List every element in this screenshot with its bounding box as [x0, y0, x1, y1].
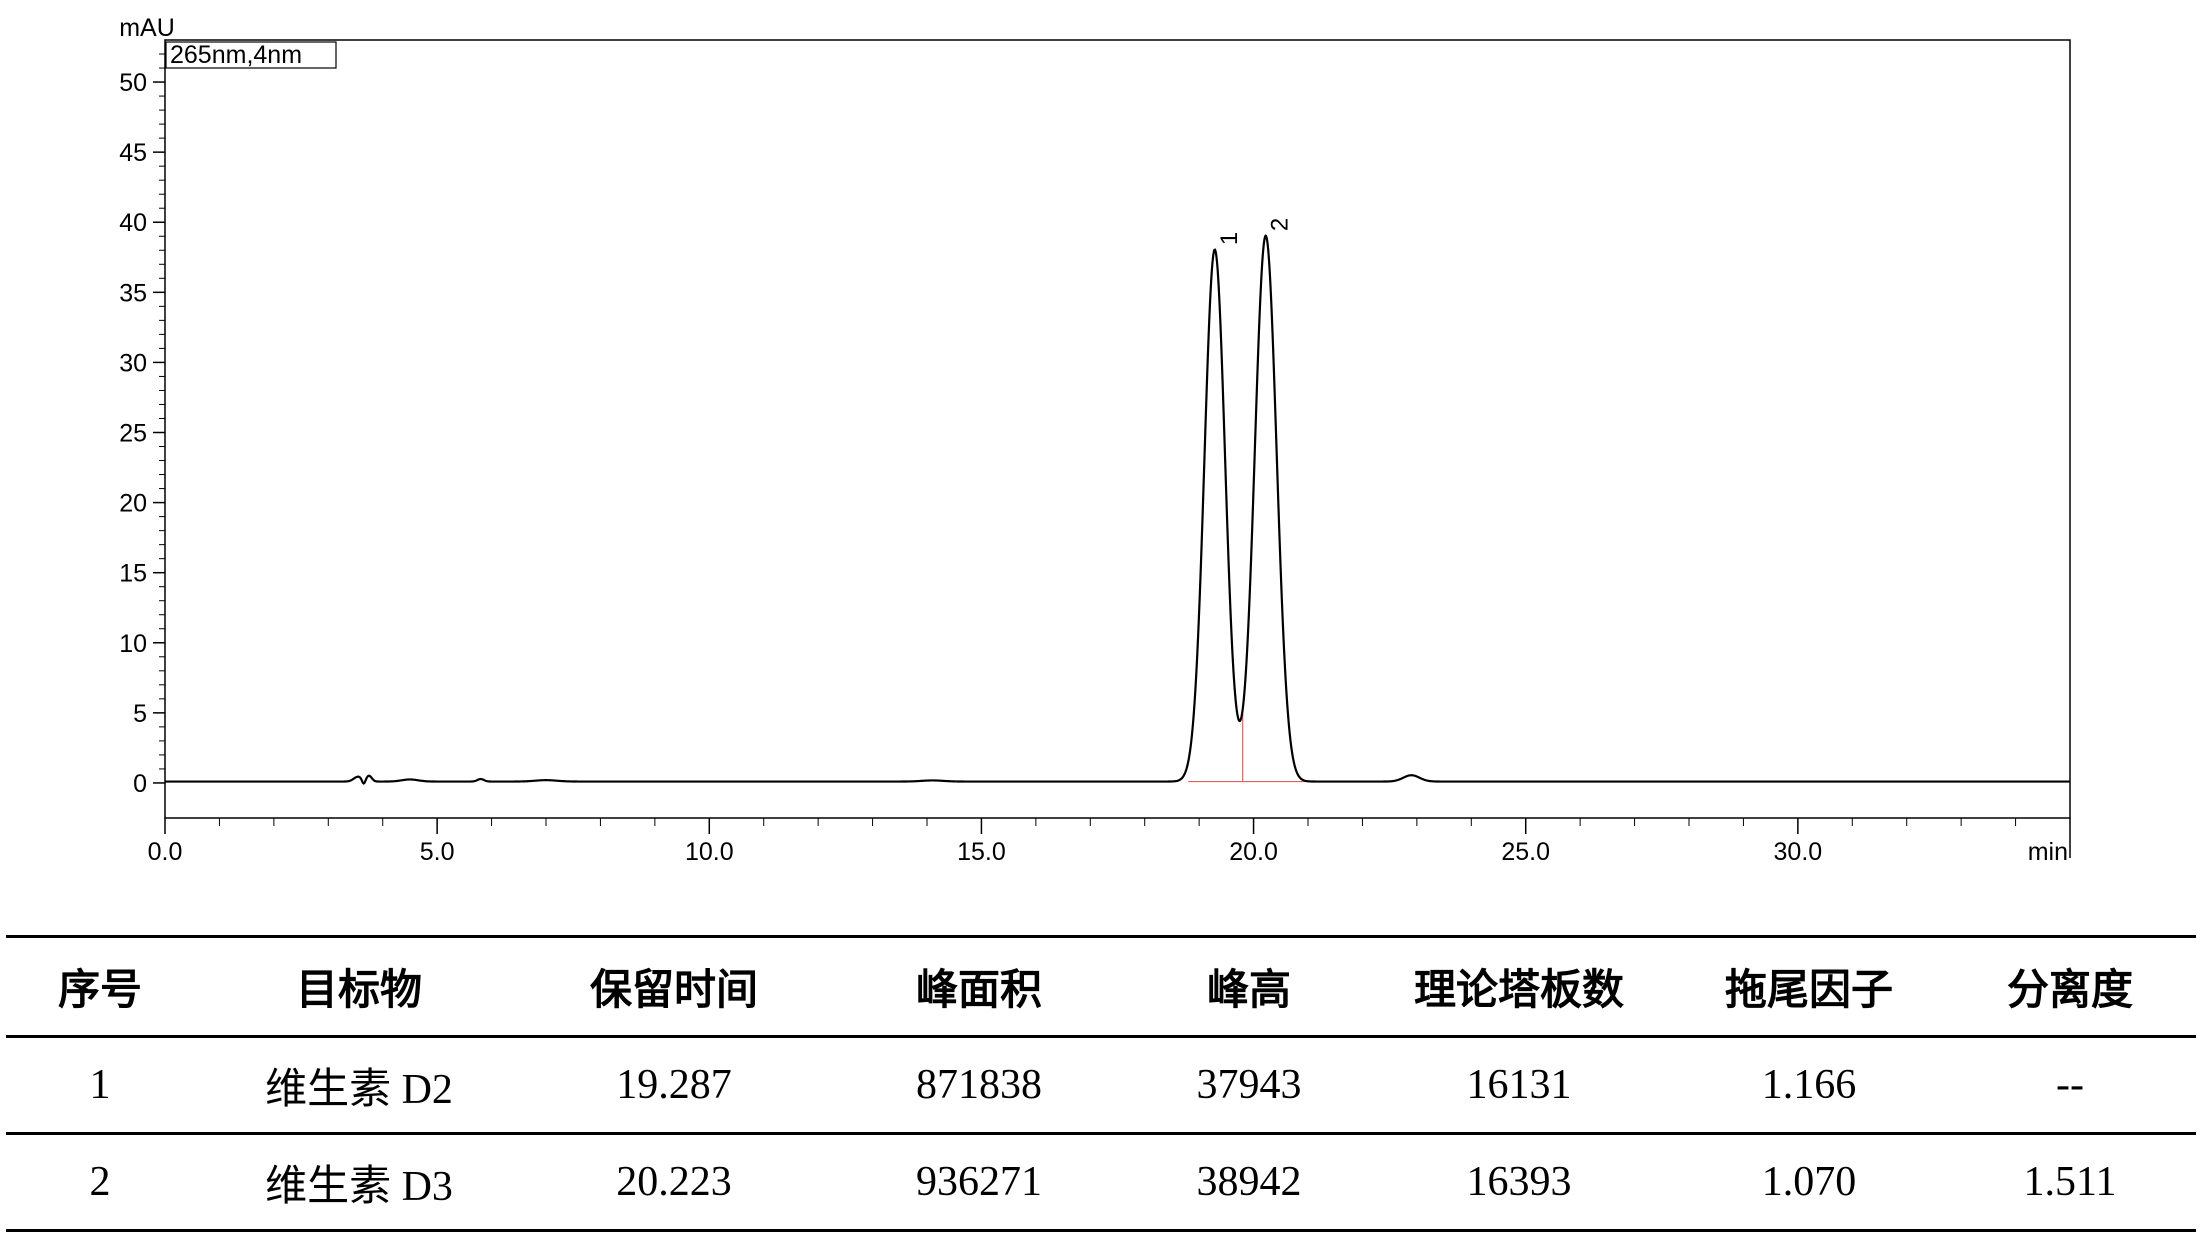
table-cell: 38942 — [1134, 1133, 1364, 1232]
x-tick-label: 10.0 — [685, 838, 734, 866]
legend-entry: 265nm,4nm — [170, 41, 302, 69]
x-axis-unit: min — [2028, 838, 2068, 866]
header-index: 序号 — [6, 935, 194, 1038]
table-row: 1 维生素 D2 19.287 871838 37943 16131 1.166… — [6, 1036, 2196, 1135]
y-tick-label: 15 — [119, 560, 147, 588]
header-theoretical-plates: 理论塔板数 — [1364, 935, 1674, 1038]
y-tick-label: 25 — [119, 420, 147, 448]
legend-box — [165, 41, 337, 69]
y-axis-unit: mAU — [119, 14, 175, 42]
y-tick-label: 0 — [133, 770, 147, 798]
table-cell: 936271 — [824, 1133, 1134, 1232]
header-peak-area: 峰面积 — [824, 935, 1134, 1038]
table-cell: 1.511 — [1944, 1133, 2196, 1232]
y-tick-label: 50 — [119, 69, 147, 97]
table-cell: 20.223 — [524, 1133, 824, 1232]
table-cell: 1 — [6, 1036, 194, 1135]
table-cell: 1.166 — [1674, 1036, 1944, 1135]
y-tick-label: 45 — [119, 139, 147, 167]
peak-label: 2 — [1267, 218, 1294, 231]
table-row: 2 维生素 D3 20.223 936271 38942 16393 1.070… — [6, 1133, 2196, 1232]
x-tick-label: 0.0 — [148, 838, 183, 866]
chromatogram-chart: 0 5 10 15 20 25 30 35 40 45 50 0.0 5.0 10.0 15.0 20.0 25… — [119, 14, 2071, 866]
header-tailing-factor: 拖尾因子 — [1674, 935, 1944, 1038]
x-tick-label: 5.0 — [420, 838, 455, 866]
y-tick-label: 5 — [133, 700, 147, 728]
x-tick-label: 30.0 — [1774, 838, 1823, 866]
header-peak-height: 峰高 — [1134, 935, 1364, 1038]
table-cell: 维生素 D2 — [194, 1036, 524, 1135]
x-tick-label: 20.0 — [1229, 838, 1278, 866]
x-tick-label: 25.0 — [1501, 838, 1550, 866]
header-retention-time: 保留时间 — [524, 935, 824, 1038]
results-table: 序号 目标物 保留时间 峰面积 峰高 理论塔板数 拖尾因子 分离度 1 维生素 … — [6, 935, 2196, 1232]
table-cell: 871838 — [824, 1036, 1134, 1135]
signal-line — [165, 234, 2070, 785]
y-tick-label: 20 — [119, 490, 147, 518]
table-cell: 19.287 — [524, 1036, 824, 1135]
table-cell: 16393 — [1364, 1133, 1674, 1232]
x-tick-label: 15.0 — [957, 838, 1006, 866]
y-tick-label: 40 — [119, 209, 147, 237]
peak-label: 1 — [1216, 232, 1243, 245]
y-tick-label: 35 — [119, 279, 147, 307]
table-cell: 1.070 — [1674, 1133, 1944, 1232]
table-cell: 16131 — [1364, 1036, 1674, 1135]
table-header-row: 序号 目标物 保留时间 峰面积 峰高 理论塔板数 拖尾因子 分离度 — [6, 935, 2196, 1038]
table-cell: 2 — [6, 1133, 194, 1232]
table-cell: 维生素 D3 — [194, 1133, 524, 1232]
plot-frame — [164, 39, 2071, 819]
plot-layer: 0 5 10 15 20 25 30 35 40 45 50 0.0 5.0 10.0 15.0 20.0 25… — [119, 14, 2071, 866]
header-resolution: 分离度 — [1944, 935, 2196, 1038]
y-tick-label: 10 — [119, 630, 147, 658]
y-tick-label: 30 — [119, 349, 147, 377]
table-cell: -- — [1944, 1036, 2196, 1135]
header-analyte: 目标物 — [194, 935, 524, 1038]
table-cell: 37943 — [1134, 1036, 1364, 1135]
